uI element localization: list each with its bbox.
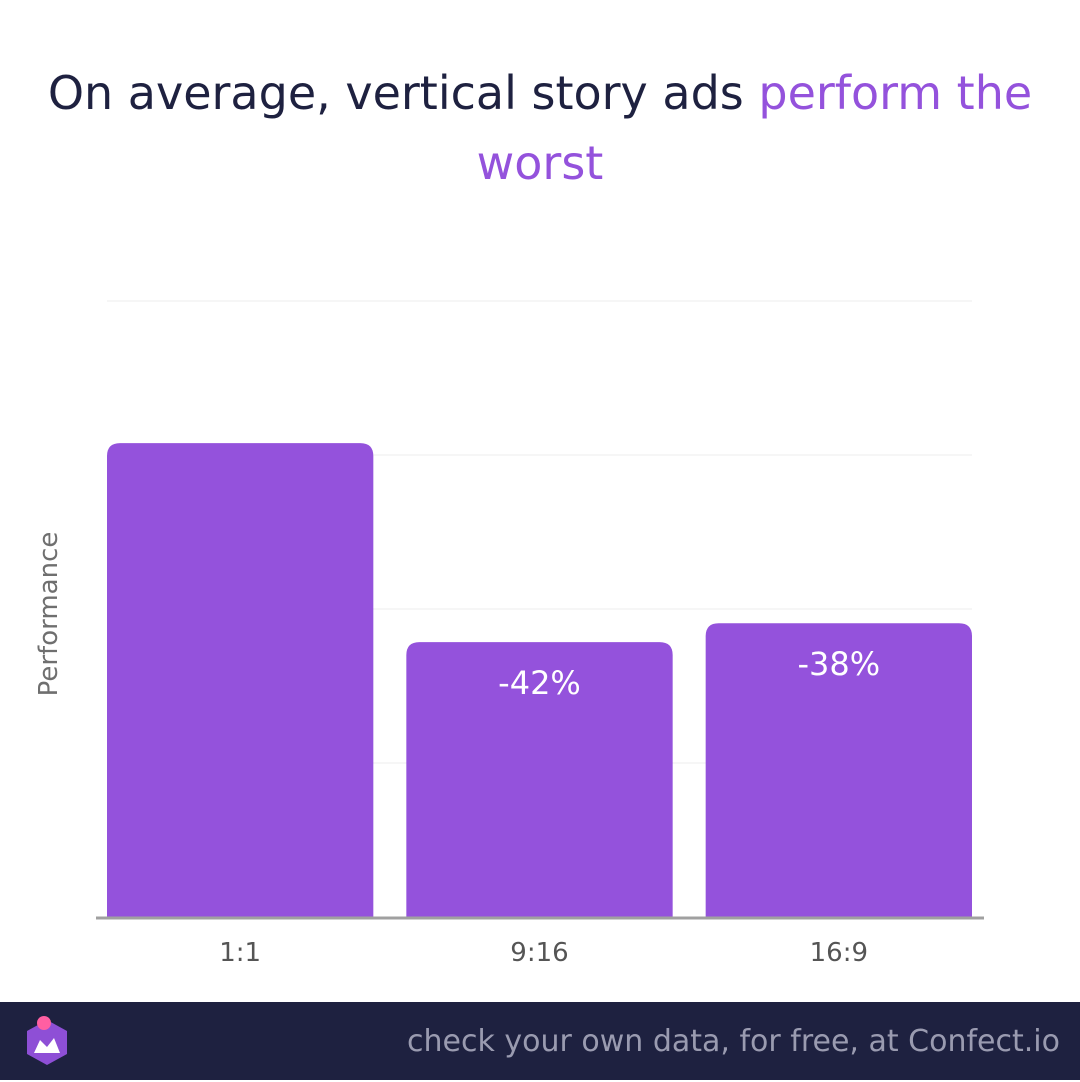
chart-title: On average, vertical story ads perform t… (40, 58, 1040, 198)
bars (107, 443, 972, 917)
data-label: -38% (797, 645, 880, 683)
title-main: On average, vertical story ads (47, 66, 759, 120)
bar-16-9 (705, 623, 972, 917)
y-axis-label: Performance (34, 531, 64, 697)
x-tick-label: 16:9 (810, 938, 868, 968)
bar-9-16 (406, 642, 673, 917)
footer-tagline: check your own data, for free, at Confec… (407, 1024, 1060, 1059)
title-accent: perform the worst (476, 66, 1033, 190)
x-tick-labels: 1:1 9:16 16:9 (219, 938, 868, 968)
confect-logo-icon[interactable] (22, 1016, 72, 1068)
bar-1-1 (107, 443, 374, 917)
x-tick-label: 1:1 (219, 938, 261, 968)
data-labels: -42% -38% (498, 645, 880, 702)
x-tick-label: 9:16 (510, 938, 568, 968)
data-label: -42% (498, 664, 581, 702)
bar-chart: 1:1 9:16 16:9 -42% -38% (96, 300, 984, 968)
footer-bar: check your own data, for free, at Confec… (0, 1002, 1080, 1080)
